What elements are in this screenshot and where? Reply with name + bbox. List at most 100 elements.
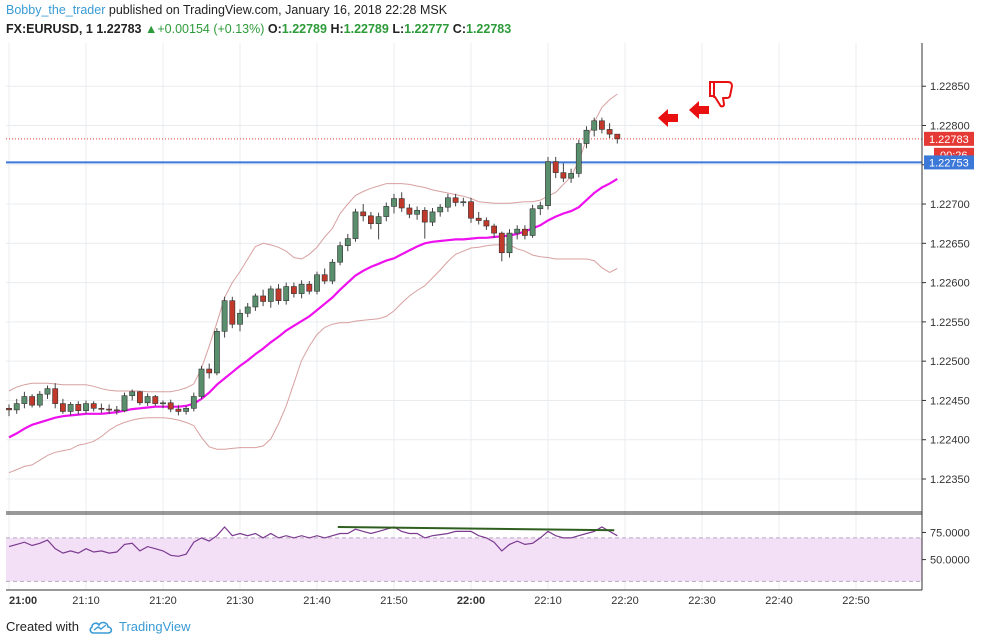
candle	[221, 296, 228, 338]
candle	[314, 271, 320, 295]
candle-body	[437, 206, 444, 213]
price-badges: 1.22783 00:26 1.22753	[924, 131, 974, 170]
candle-body	[491, 225, 497, 234]
candle	[252, 293, 259, 311]
price-tick-label: 1.22350	[930, 474, 970, 486]
candle	[267, 285, 274, 308]
time-axis[interactable]: 21:00 21:10 21:20 21:30 21:40 21:50 22:00 22:10…	[9, 595, 870, 607]
candle-body	[329, 261, 336, 282]
candle	[283, 282, 290, 305]
candle-body	[583, 129, 590, 144]
candle	[144, 393, 151, 406]
open-value: 1.22789	[281, 22, 327, 36]
candle-body	[568, 173, 574, 179]
candle	[129, 389, 136, 401]
candle-body	[444, 197, 451, 208]
tradingview-brand-link[interactable]: TradingView	[118, 619, 191, 634]
candle	[583, 126, 590, 149]
candle	[6, 404, 12, 417]
ohlc-bar: FX:EURUSD, 1 1.22783 ▲+0.00154 (+0.13%) …	[6, 22, 511, 36]
candle	[75, 401, 82, 415]
thumbs-down-icon[interactable]	[709, 81, 733, 108]
candle	[237, 309, 243, 332]
candle-body	[137, 391, 143, 404]
author-link[interactable]: Bobby_the_trader	[6, 3, 106, 17]
candle-body	[267, 288, 274, 302]
published-text: published on TradingView.com, January 16…	[105, 3, 448, 17]
candle	[13, 398, 20, 414]
candle	[344, 233, 351, 252]
time-tick-label: 21:00	[9, 595, 37, 607]
candle-body	[198, 368, 205, 397]
candle-body	[121, 395, 128, 411]
candle	[244, 303, 251, 318]
arrow-left-icon[interactable]	[658, 109, 678, 127]
candle	[167, 399, 174, 413]
candle-body	[283, 286, 290, 301]
candle	[67, 402, 74, 416]
price-tick-label: 1.22800	[930, 120, 970, 132]
candle-body	[275, 288, 282, 301]
candle-body	[468, 201, 474, 219]
candle-body	[175, 408, 182, 412]
candle-body	[514, 228, 521, 234]
time-tick-label: 22:50	[842, 595, 870, 607]
candle	[229, 296, 236, 329]
candle-body	[306, 283, 313, 292]
candle	[275, 284, 282, 305]
close-label: C:	[452, 22, 466, 36]
candle-body	[398, 198, 405, 209]
candle-body	[537, 205, 544, 210]
candle	[198, 365, 205, 399]
candle	[90, 401, 97, 412]
candle	[421, 207, 428, 239]
annotations[interactable]	[658, 81, 733, 127]
candle	[506, 229, 513, 258]
candle	[545, 156, 551, 210]
candle	[29, 394, 35, 408]
candle	[329, 259, 336, 285]
time-tick-label: 22:00	[457, 595, 485, 607]
candle-body	[160, 402, 166, 405]
candle	[137, 391, 143, 406]
time-tick-label: 21:20	[149, 595, 177, 607]
candle	[460, 197, 467, 207]
candle-body	[129, 391, 136, 397]
candle-body	[13, 403, 20, 411]
candle	[437, 204, 444, 217]
candle	[483, 217, 490, 230]
price-tick-label: 1.22550	[930, 317, 970, 329]
candle	[98, 403, 105, 414]
candle-body	[529, 208, 536, 236]
candle-body	[298, 283, 305, 294]
candle	[113, 405, 120, 415]
candle	[306, 281, 313, 295]
time-tick-label: 21:50	[380, 595, 408, 607]
symbol-label[interactable]: FX:EURUSD, 1	[6, 22, 93, 36]
low-value: 1.22777	[404, 22, 450, 36]
candle	[206, 363, 213, 379]
candle	[106, 404, 112, 414]
grid-lines	[6, 43, 922, 590]
candle	[444, 193, 451, 212]
candle-body	[90, 403, 97, 409]
tradingview-cloud-icon	[89, 621, 113, 634]
candle	[475, 211, 482, 225]
candle	[160, 400, 166, 409]
candle-body	[352, 211, 359, 239]
candle	[414, 206, 420, 220]
candle-body	[98, 408, 105, 410]
candle-body	[314, 274, 320, 292]
footer: Created with TradingView	[6, 619, 191, 634]
candle-body	[414, 210, 420, 215]
candle	[360, 204, 367, 222]
candle-body	[406, 207, 413, 215]
candle-body	[575, 143, 582, 174]
candle-body	[252, 295, 259, 308]
candle-body	[521, 228, 528, 236]
divergence-trend-line[interactable]	[337, 526, 615, 532]
arrow-left-icon[interactable]	[689, 101, 709, 119]
price-tick-label: 1.22600	[930, 278, 970, 290]
candle-body	[244, 306, 251, 314]
